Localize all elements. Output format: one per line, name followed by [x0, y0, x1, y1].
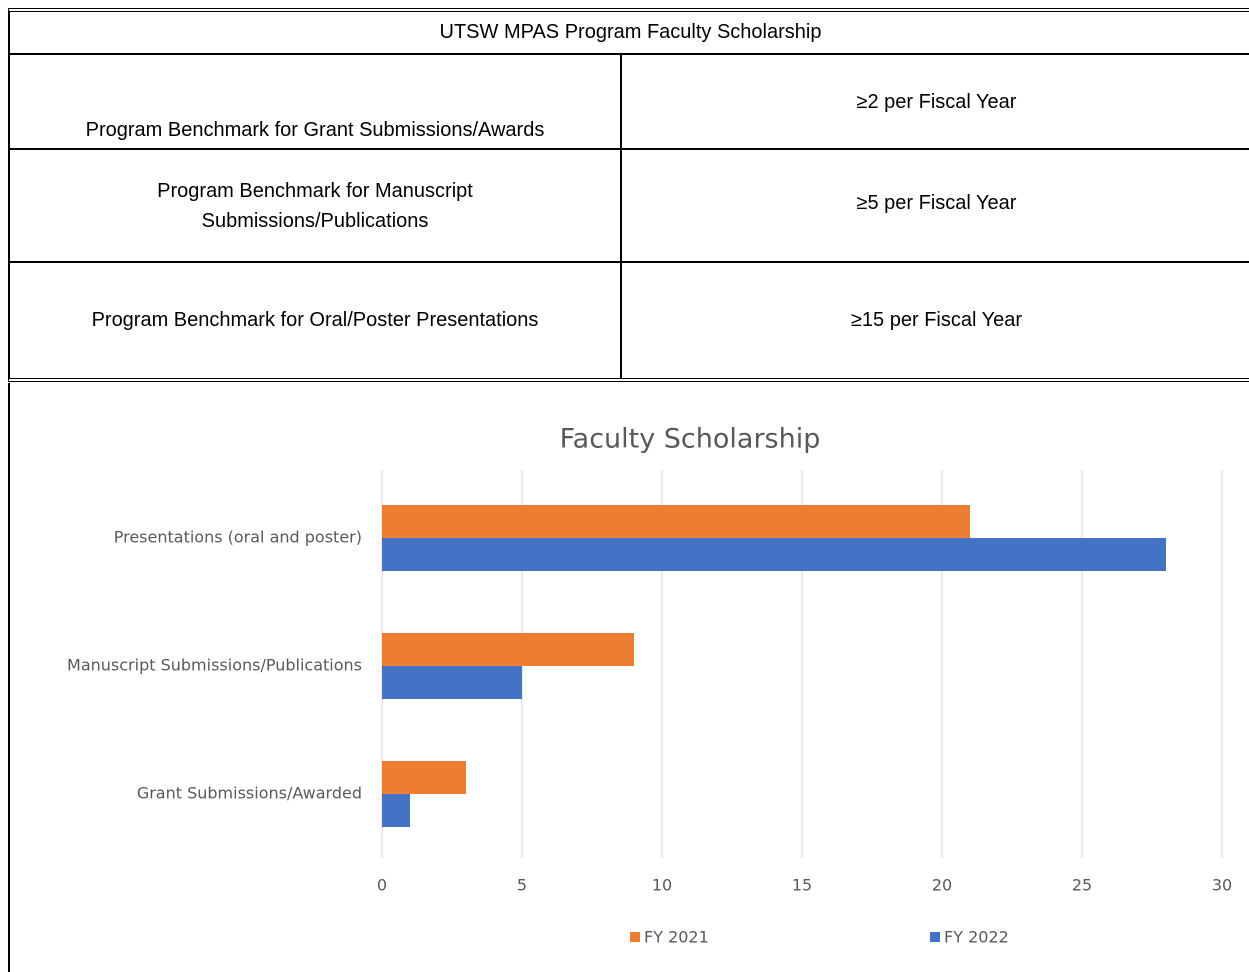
row-label: Program Benchmark for Grant Submissions/… — [10, 55, 622, 150]
bar — [382, 633, 634, 666]
y-tick-label: Manuscript Submissions/Publications — [67, 656, 362, 675]
row-value: ≥2 per Fiscal Year — [622, 55, 1249, 150]
x-tick-label: 15 — [792, 876, 812, 895]
row-value: ≥5 per Fiscal Year — [622, 150, 1249, 263]
row-label: Program Benchmark for Oral/Poster Presen… — [10, 263, 622, 378]
bar — [382, 761, 466, 794]
legend-label: FY 2021 — [644, 928, 709, 947]
x-tick-label: 25 — [1072, 876, 1092, 895]
y-tick-label: Grant Submissions/Awarded — [137, 784, 362, 803]
benchmark-table: UTSW MPAS Program Faculty Scholarship Pr… — [8, 8, 1249, 382]
legend-swatch — [630, 932, 640, 942]
row-label: Program Benchmark for Manuscript Submiss… — [10, 150, 622, 263]
x-tick-label: 10 — [652, 876, 672, 895]
legend-label: FY 2022 — [944, 928, 1009, 947]
bar — [382, 794, 410, 827]
row-value: ≥15 per Fiscal Year — [850, 309, 1023, 331]
bar — [382, 666, 522, 699]
chart-title: Faculty Scholarship — [560, 424, 821, 455]
bar — [382, 505, 970, 538]
legend-swatch — [930, 932, 940, 942]
x-tick-label: 20 — [932, 876, 952, 895]
table-title: UTSW MPAS Program Faculty Scholarship — [10, 12, 1249, 55]
x-tick-label: 5 — [517, 876, 527, 895]
bar — [382, 538, 1166, 571]
x-tick-label: 0 — [377, 876, 387, 895]
y-tick-label: Presentations (oral and poster) — [114, 528, 362, 547]
x-tick-label: 30 — [1212, 876, 1232, 895]
